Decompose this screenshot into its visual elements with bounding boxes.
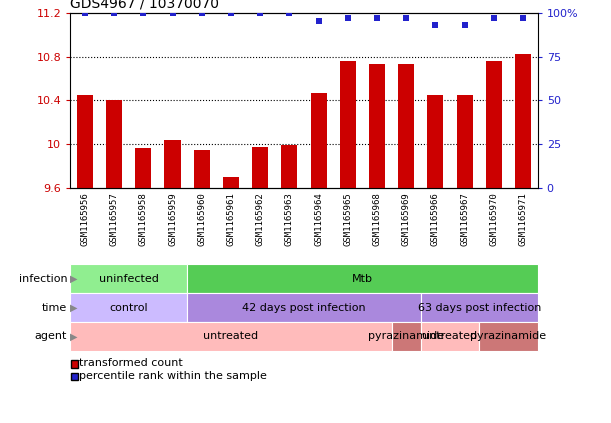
Text: GSM1165966: GSM1165966	[431, 192, 440, 246]
Text: agent: agent	[35, 331, 67, 341]
Text: GSM1165969: GSM1165969	[401, 192, 411, 246]
Point	[313, 18, 323, 25]
Text: GSM1165970: GSM1165970	[489, 192, 499, 246]
Text: GSM1165959: GSM1165959	[168, 192, 177, 246]
Bar	[252, 146, 268, 188]
Bar	[428, 95, 444, 188]
Bar	[392, 322, 421, 351]
Text: GSM1165958: GSM1165958	[139, 192, 148, 246]
Bar	[70, 293, 187, 322]
Text: 63 days post infection: 63 days post infection	[417, 302, 541, 313]
Text: 42 days post infection: 42 days post infection	[242, 302, 366, 313]
Point	[80, 9, 90, 16]
Bar	[77, 95, 93, 188]
Text: GSM1165961: GSM1165961	[227, 192, 235, 246]
Text: GSM1165967: GSM1165967	[460, 192, 469, 246]
Point	[285, 9, 295, 16]
Point	[518, 14, 528, 21]
Bar	[194, 150, 210, 188]
Bar	[223, 177, 239, 188]
Text: GSM1165964: GSM1165964	[314, 192, 323, 246]
Text: ▶: ▶	[70, 302, 77, 313]
Text: untreated: untreated	[203, 331, 258, 341]
Text: GSM1165957: GSM1165957	[109, 192, 119, 246]
Bar	[369, 64, 385, 188]
Bar	[421, 322, 479, 351]
Point	[226, 9, 236, 16]
Point	[372, 14, 382, 21]
Bar	[106, 100, 122, 188]
Point	[139, 9, 148, 16]
Bar	[479, 322, 538, 351]
Point	[197, 9, 207, 16]
Text: GSM1165968: GSM1165968	[373, 192, 381, 246]
Bar	[70, 322, 392, 351]
Bar	[486, 61, 502, 188]
Text: pyrazinamide: pyrazinamide	[470, 331, 546, 341]
Text: GSM1165963: GSM1165963	[285, 192, 294, 246]
Bar	[398, 64, 414, 188]
Text: uninfected: uninfected	[99, 274, 159, 284]
Text: GSM1165971: GSM1165971	[519, 192, 527, 246]
Bar	[515, 55, 531, 188]
Text: GDS4967 / 10370070: GDS4967 / 10370070	[70, 0, 219, 10]
Point	[431, 22, 441, 28]
Text: GSM1165956: GSM1165956	[81, 192, 89, 246]
Text: untreated: untreated	[422, 331, 478, 341]
Point	[343, 14, 353, 21]
Text: ▶: ▶	[70, 331, 77, 341]
Text: control: control	[109, 302, 148, 313]
Point	[109, 9, 119, 16]
Bar	[135, 148, 152, 188]
Text: ▶: ▶	[70, 274, 77, 284]
Bar	[456, 95, 473, 188]
Point	[255, 9, 265, 16]
Bar	[187, 264, 538, 293]
Text: time: time	[42, 302, 67, 313]
Point	[401, 14, 411, 21]
Bar	[187, 293, 421, 322]
Bar	[164, 140, 180, 188]
Text: Mtb: Mtb	[352, 274, 373, 284]
Bar	[421, 293, 538, 322]
Bar	[281, 146, 298, 188]
Text: pyrazinamide: pyrazinamide	[368, 331, 444, 341]
Bar	[340, 61, 356, 188]
Text: GSM1165960: GSM1165960	[197, 192, 207, 246]
Text: transformed count: transformed count	[79, 358, 183, 368]
Text: percentile rank within the sample: percentile rank within the sample	[79, 371, 267, 381]
Bar	[70, 264, 187, 293]
Text: GSM1165962: GSM1165962	[255, 192, 265, 246]
Bar	[310, 93, 327, 188]
Text: infection: infection	[18, 274, 67, 284]
Point	[489, 14, 499, 21]
Text: GSM1165965: GSM1165965	[343, 192, 353, 246]
Point	[167, 9, 177, 16]
Point	[459, 22, 469, 28]
